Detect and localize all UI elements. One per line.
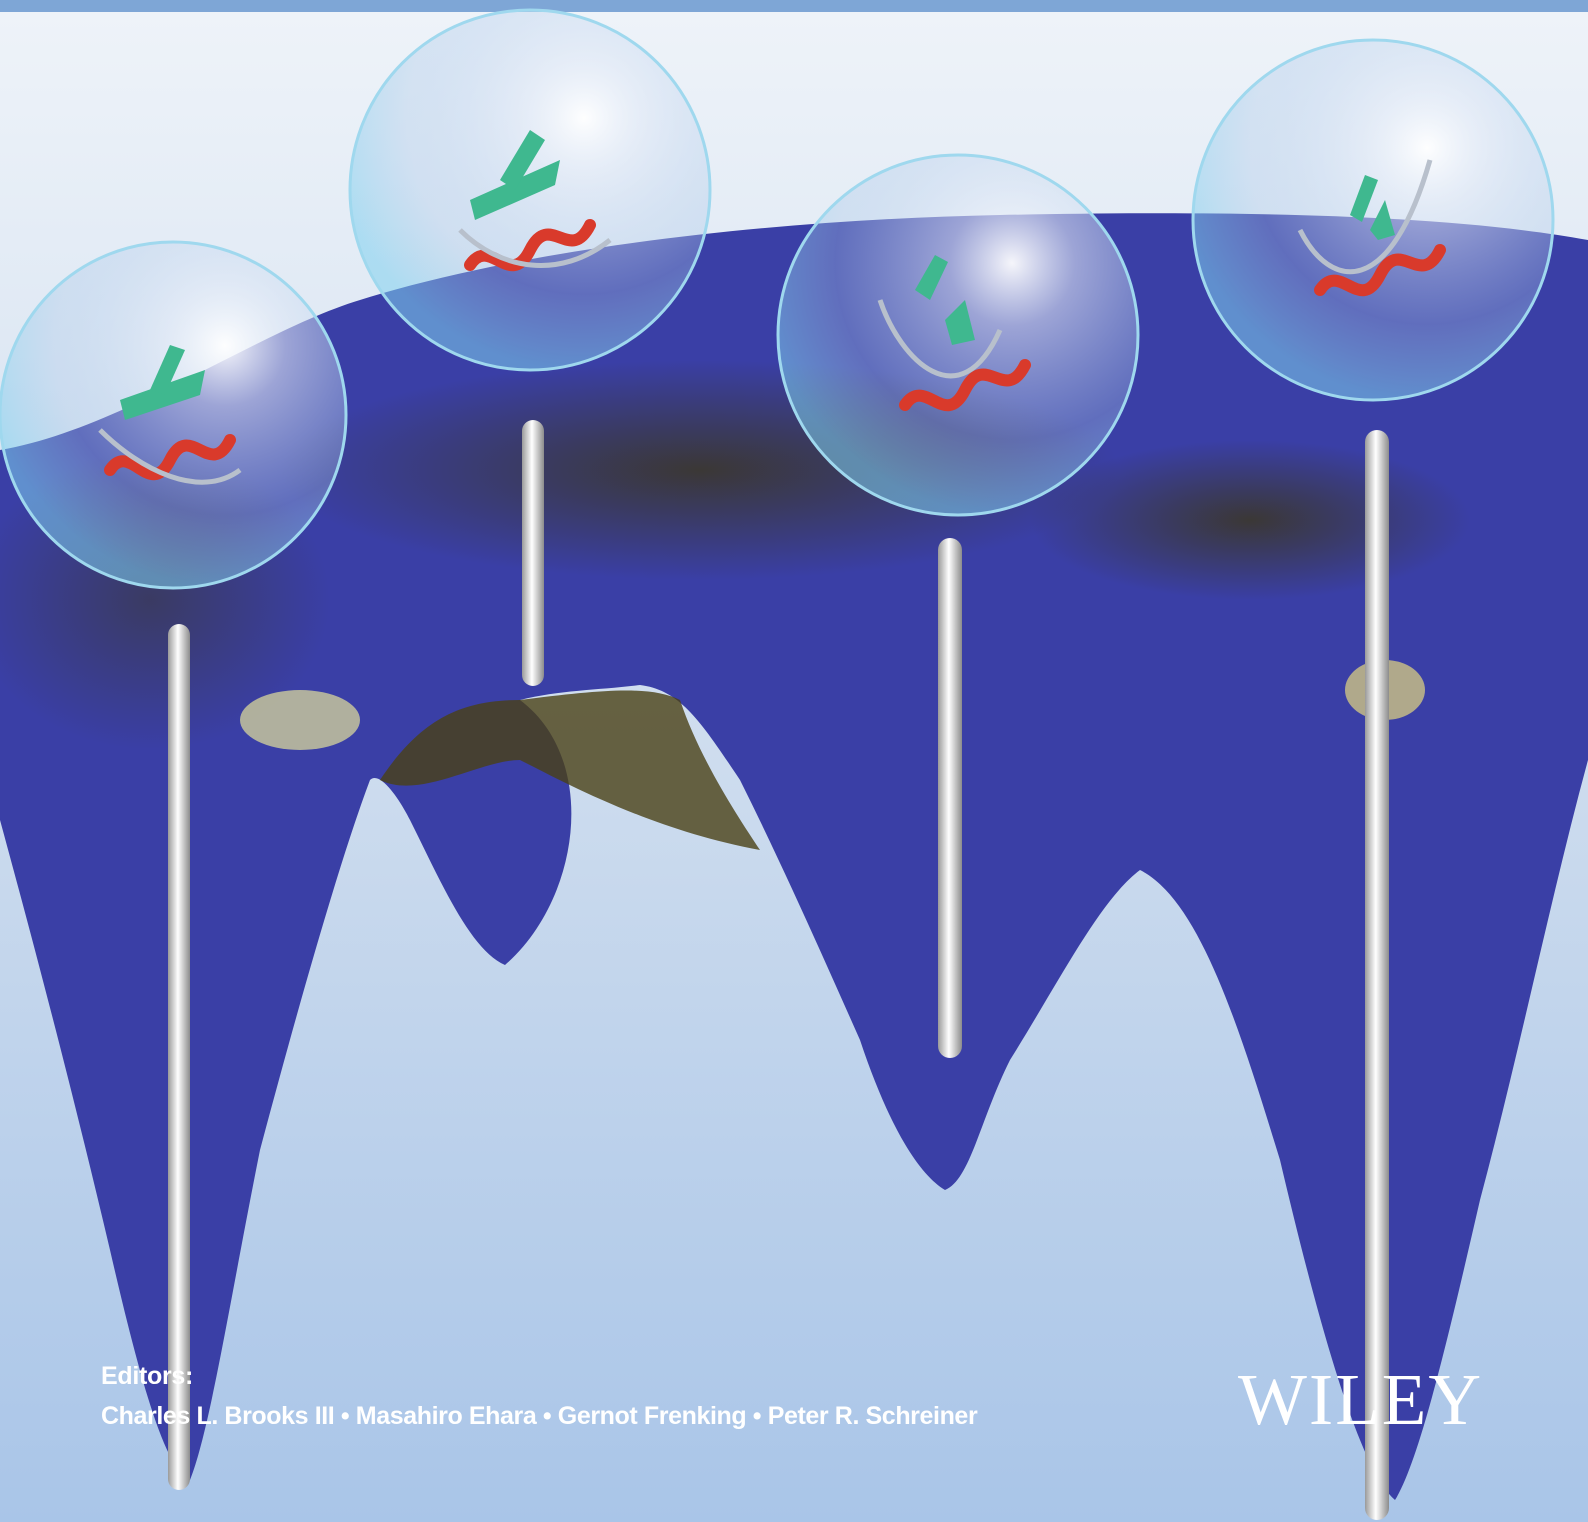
protein-sphere (1191, 38, 1555, 402)
beta-strand (945, 300, 975, 345)
protein-sphere (776, 153, 1140, 517)
coil (877, 299, 1003, 379)
helix (464, 219, 596, 271)
surface-shadow (380, 690, 760, 850)
protein-sphere (0, 240, 348, 590)
beta-strand (500, 130, 545, 190)
top-color-bar (0, 0, 1588, 12)
rod (168, 624, 190, 1490)
beta-strand (1370, 200, 1395, 240)
helix (899, 359, 1031, 411)
helix (1314, 244, 1446, 296)
protein-sphere (348, 8, 712, 372)
rod (1365, 430, 1389, 1520)
editors-heading: Editors: (101, 1362, 194, 1390)
coil (1297, 159, 1433, 275)
rod (938, 538, 962, 1058)
surface-shadow (1030, 440, 1470, 600)
editors-names: Charles L. Brooks III • Masahiro Ehara •… (101, 1402, 978, 1430)
coil (458, 228, 612, 268)
beta-strand (120, 370, 205, 420)
coil (98, 428, 242, 485)
beta-strand (915, 255, 948, 300)
surface-highlight (240, 690, 360, 750)
beta-strand (150, 345, 185, 395)
rod (522, 420, 544, 686)
beta-strand (1350, 175, 1378, 222)
publisher-logo: WILEY (1238, 1359, 1484, 1440)
helix (104, 434, 236, 481)
